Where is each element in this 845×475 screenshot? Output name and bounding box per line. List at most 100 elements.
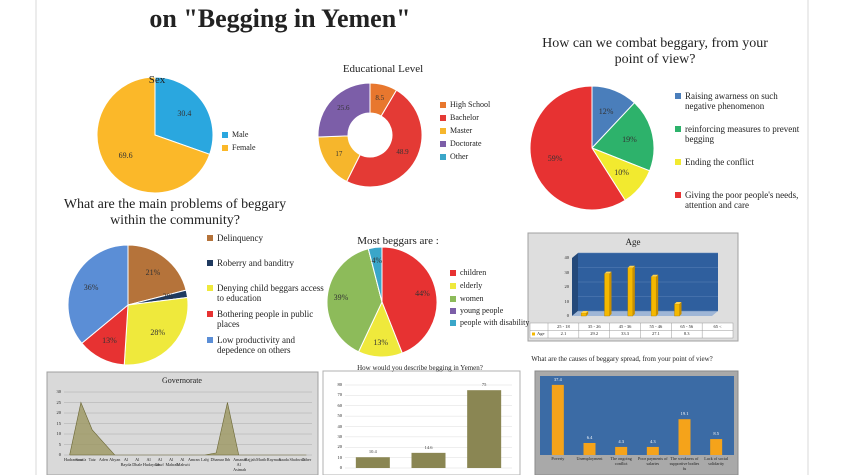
legend-swatch bbox=[675, 192, 681, 198]
x-tick-label: Marib bbox=[256, 457, 267, 462]
x-tick-label: Al Hudaydah bbox=[142, 457, 161, 467]
value-label: 8.5 bbox=[713, 431, 719, 437]
legend-label: Bachelor bbox=[450, 113, 479, 122]
bar bbox=[355, 457, 390, 468]
legend-label: Delinquency bbox=[217, 233, 263, 243]
legend-label: Doctorate bbox=[450, 139, 482, 148]
legend-swatch bbox=[675, 159, 681, 165]
bar bbox=[467, 390, 502, 468]
y-tick-label: 0 bbox=[566, 313, 569, 318]
table-header: 55 - 46 bbox=[649, 324, 663, 329]
bar-side bbox=[586, 310, 589, 316]
legend-label: Other bbox=[450, 152, 469, 161]
slice-label: 10% bbox=[614, 167, 629, 177]
legend-label: Roberry and banditry bbox=[217, 258, 294, 268]
legend-swatch bbox=[222, 145, 228, 151]
x-tick-label: Amanat Al Asimah bbox=[233, 457, 247, 472]
chart-title: How can we combat beggary, from your poi… bbox=[542, 36, 768, 68]
x-tick-label: Ibb bbox=[224, 457, 231, 462]
pie-slice bbox=[346, 89, 423, 188]
chart-title: What are the causes of beggary spread, f… bbox=[531, 355, 713, 363]
y-tick-label: 10 bbox=[337, 454, 343, 460]
x-tick-label: Dhamar bbox=[210, 457, 225, 462]
legend-swatch bbox=[440, 141, 446, 147]
legend-label: Giving the poor people's needs, attentio… bbox=[685, 190, 799, 211]
x-tick-label: Unemployment bbox=[576, 456, 603, 461]
y-tick-label: 50 bbox=[337, 413, 343, 419]
x-tick-label: The weakness of supportive bodies fu bbox=[669, 456, 700, 471]
bar bbox=[674, 303, 680, 317]
x-tick-label: Amran bbox=[188, 457, 200, 462]
legend-label: Raising awarness on such negative phenom… bbox=[685, 91, 778, 112]
legend-label: Master bbox=[450, 126, 473, 135]
x-tick-label: Saada bbox=[278, 457, 289, 462]
pie-slice bbox=[326, 248, 383, 353]
bar bbox=[411, 452, 446, 468]
chart-title: What are the main problems of beggary wi… bbox=[63, 197, 287, 229]
x-tick-label: Al Mahwit bbox=[176, 457, 190, 467]
pie-slice bbox=[127, 244, 187, 306]
x-tick-label: Raymah bbox=[266, 457, 281, 462]
legend-swatch bbox=[207, 311, 213, 317]
slice-label: 19% bbox=[622, 134, 637, 144]
slice-label: 69.6 bbox=[118, 150, 133, 160]
legend-label: Bothering people in public places bbox=[217, 309, 314, 330]
value-label: 6.4 bbox=[586, 435, 593, 440]
y-tick-label: 80 bbox=[337, 382, 343, 387]
x-tick-label: Poor payments of salaries bbox=[638, 456, 668, 466]
slice-label: 12% bbox=[598, 107, 614, 117]
slice-label: 4% bbox=[371, 256, 383, 266]
legend-swatch bbox=[675, 126, 681, 132]
area bbox=[69, 401, 307, 456]
table-header: 25 - 18 bbox=[557, 324, 570, 329]
slice-label: 13% bbox=[102, 336, 117, 346]
x-tick-label: Hadramout bbox=[64, 457, 83, 462]
pie-slice bbox=[96, 76, 211, 194]
legend-swatch bbox=[675, 93, 681, 99]
bar bbox=[580, 312, 587, 317]
y-tick-label: 70 bbox=[337, 392, 343, 398]
legend-label: Male bbox=[232, 130, 249, 139]
side-wall bbox=[572, 253, 578, 316]
chart-title: Governorate bbox=[162, 376, 202, 385]
y-tick-label: 25 bbox=[56, 399, 62, 405]
bar bbox=[551, 384, 564, 455]
legend-swatch bbox=[440, 128, 446, 134]
legend-swatch bbox=[440, 102, 446, 108]
legend-swatch bbox=[207, 235, 213, 241]
legend-swatch bbox=[450, 308, 456, 314]
bar-top bbox=[627, 265, 635, 268]
y-tick-label: 5 bbox=[58, 441, 61, 447]
legend-label: elderly bbox=[460, 281, 483, 290]
x-tick-label: Hajjah bbox=[244, 457, 256, 462]
bar bbox=[615, 446, 628, 455]
legend-swatch bbox=[450, 270, 456, 276]
slice-label: 39% bbox=[333, 293, 349, 303]
chart-title: Most beggars are : bbox=[357, 235, 439, 247]
x-tick-label: Sana'a bbox=[75, 457, 87, 462]
legend-swatch bbox=[532, 332, 535, 336]
pie-slice bbox=[67, 244, 129, 344]
table-header: 65 < bbox=[713, 324, 722, 329]
bar bbox=[678, 419, 691, 455]
slice-label: 21% bbox=[145, 267, 161, 277]
slice-label: 28% bbox=[150, 327, 166, 337]
legend-label: Low productivity and depedence on others bbox=[217, 335, 295, 356]
legend-swatch bbox=[440, 154, 446, 160]
table-value: 2.1 bbox=[560, 331, 567, 336]
bar bbox=[650, 276, 657, 317]
poster-title: on "Begging in Yemen" bbox=[149, 4, 411, 33]
bar-side bbox=[679, 301, 682, 316]
x-tick-label: Al Jawf bbox=[155, 457, 164, 467]
bar bbox=[583, 443, 596, 455]
y-tick-label: 30 bbox=[56, 389, 62, 394]
pie-slice bbox=[529, 85, 626, 211]
value-label: 14.6 bbox=[424, 444, 433, 450]
chart-title: Sex bbox=[148, 74, 166, 86]
slice-label: 25.6 bbox=[337, 104, 350, 113]
bar bbox=[604, 273, 610, 317]
table-value: 27.1 bbox=[651, 331, 660, 336]
y-tick-label: 20 bbox=[564, 284, 570, 289]
